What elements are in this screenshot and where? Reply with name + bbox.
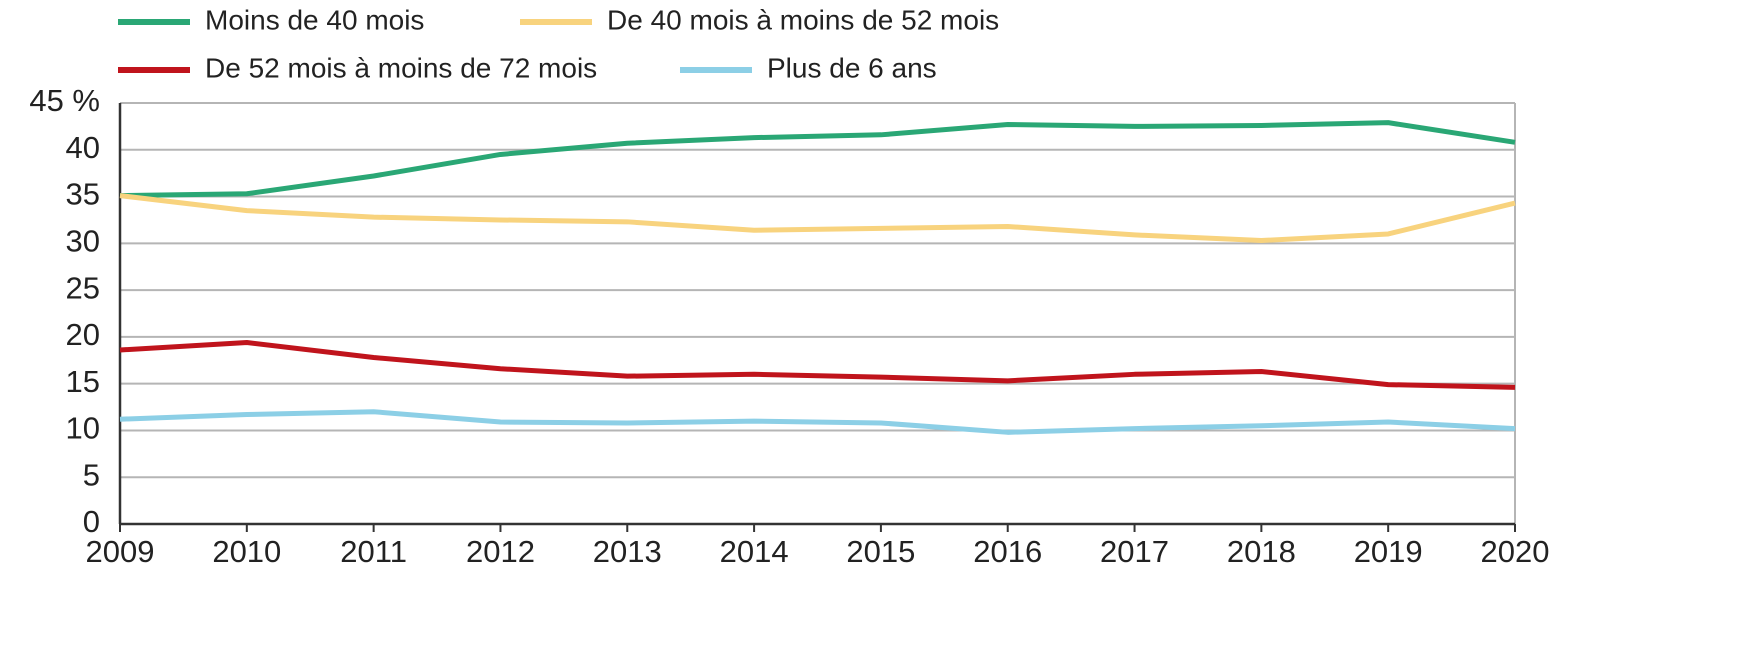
x-tick-label: 2020 bbox=[1481, 534, 1550, 569]
x-tick-label: 2016 bbox=[973, 534, 1042, 569]
y-tick-label: 10 bbox=[66, 411, 100, 446]
x-tick-label: 2017 bbox=[1100, 534, 1169, 569]
y-tick-label: 20 bbox=[66, 317, 100, 352]
x-tick-label: 2010 bbox=[212, 534, 281, 569]
y-tick-label: 0 bbox=[83, 504, 100, 539]
x-tick-label: 2012 bbox=[466, 534, 535, 569]
y-tick-label: 5 bbox=[83, 457, 100, 492]
x-tick-label: 2014 bbox=[720, 534, 789, 569]
y-tick-label: 35 bbox=[66, 177, 100, 212]
legend-label: Plus de 6 ans bbox=[767, 52, 937, 83]
y-tick-label: 45 % bbox=[29, 83, 100, 118]
series-line bbox=[119, 120, 1516, 199]
legend-label: Moins de 40 mois bbox=[205, 4, 424, 35]
series-line bbox=[119, 409, 1516, 435]
x-tick-label: 2011 bbox=[340, 534, 407, 569]
y-tick-label: 25 bbox=[66, 270, 100, 305]
legend-label: De 40 mois à moins de 52 mois bbox=[607, 4, 999, 35]
x-tick-label: 2018 bbox=[1227, 534, 1296, 569]
x-tick-label: 2015 bbox=[846, 534, 915, 569]
x-tick-label: 2009 bbox=[86, 534, 155, 569]
x-tick-label: 2019 bbox=[1354, 534, 1423, 569]
y-tick-label: 15 bbox=[66, 364, 100, 399]
series-line bbox=[119, 193, 1516, 244]
series-line bbox=[119, 340, 1516, 390]
y-tick-label: 40 bbox=[66, 130, 100, 165]
legend-label: De 52 mois à moins de 72 mois bbox=[205, 52, 597, 83]
x-tick-label: 2013 bbox=[593, 534, 662, 569]
y-tick-label: 30 bbox=[66, 224, 100, 259]
